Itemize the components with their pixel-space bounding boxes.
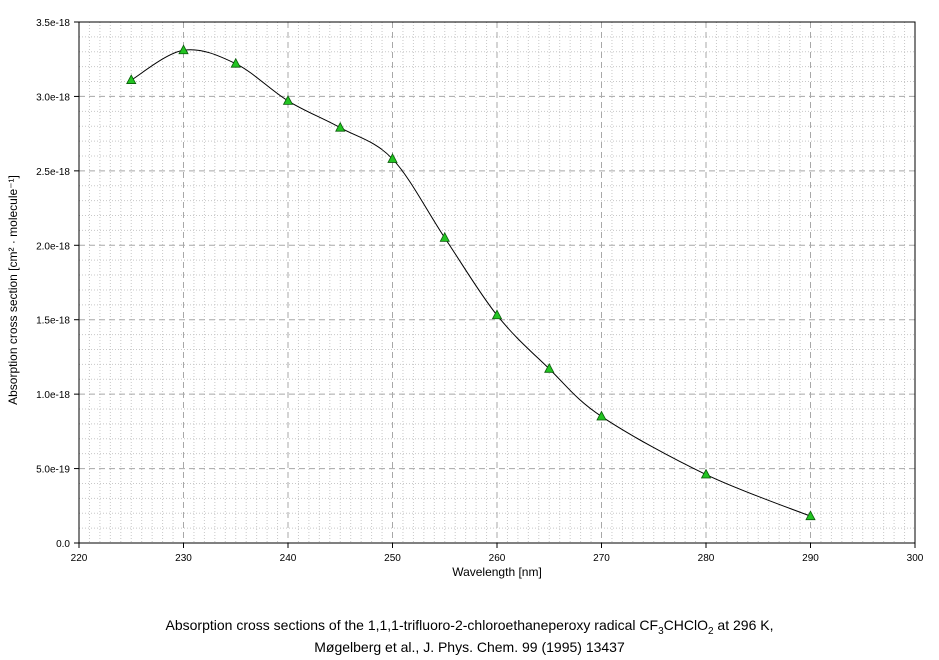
data-point-marker bbox=[282, 95, 294, 105]
data-point-marker bbox=[230, 57, 241, 68]
x-tick-label: 280 bbox=[698, 553, 715, 564]
data-point-marker bbox=[439, 231, 450, 242]
x-tick-label: 240 bbox=[280, 553, 297, 564]
y-tick-label: 3.0e-18 bbox=[36, 92, 70, 103]
x-tick-label: 290 bbox=[802, 553, 819, 564]
data-point-marker bbox=[126, 74, 137, 84]
absorption-chart: 220 230 240 250 260 270 280 290 300 0.0 5.0e-19 1.… bbox=[6, 18, 924, 579]
data-point-marker bbox=[491, 309, 503, 320]
caption-line-2: Møgelberg et al., J. Phys. Chem. 99 (199… bbox=[314, 639, 625, 655]
major-gridlines bbox=[79, 22, 915, 543]
y-axis-ticks: 0.0 5.0e-19 1.0e-18 1.5e-18 2.0e-18 2.5e-18 3.… bbox=[36, 18, 79, 550]
x-tick-label: 230 bbox=[175, 553, 192, 564]
y-tick-label: 5.0e-19 bbox=[36, 465, 70, 476]
data-point-marker bbox=[387, 153, 398, 163]
y-axis-label: Absorption cross section [cm² · molecule… bbox=[6, 175, 20, 405]
y-tick-label: 1.0e-18 bbox=[36, 390, 70, 401]
minor-gridlines bbox=[79, 22, 915, 543]
data-point-marker bbox=[700, 468, 712, 479]
caption-text-a: Absorption cross sections of the 1,1,1-t… bbox=[165, 617, 659, 633]
data-point-marker bbox=[596, 410, 607, 421]
series-line bbox=[131, 49, 811, 517]
series-markers bbox=[126, 44, 816, 521]
caption-sub-1: 3 bbox=[658, 625, 664, 637]
caption-text-b: CHClO bbox=[663, 617, 708, 633]
data-point-marker bbox=[178, 44, 189, 55]
caption-line-1: Absorption cross sections of the 1,1,1-t… bbox=[0, 617, 939, 637]
caption-text-c: at 296 K, bbox=[713, 617, 774, 633]
y-tick-label: 3.5e-18 bbox=[36, 18, 70, 29]
x-tick-label: 260 bbox=[489, 553, 506, 564]
caption-sub-2: 2 bbox=[707, 625, 714, 637]
x-tick-label: 300 bbox=[907, 553, 924, 564]
data-point-marker bbox=[335, 121, 346, 132]
x-tick-label: 270 bbox=[593, 553, 610, 564]
data-point-marker bbox=[544, 362, 555, 373]
x-axis-ticks: 220 230 240 250 260 270 280 290 300 bbox=[71, 543, 924, 564]
y-tick-label: 0.0 bbox=[56, 539, 70, 550]
y-tick-label: 2.5e-18 bbox=[36, 167, 70, 178]
x-tick-label: 250 bbox=[384, 553, 401, 564]
y-tick-label: 2.0e-18 bbox=[36, 241, 70, 252]
x-axis-label: Wavelength [nm] bbox=[452, 565, 542, 579]
data-point-marker bbox=[805, 510, 816, 521]
y-tick-label: 1.5e-18 bbox=[36, 316, 70, 327]
x-tick-label: 220 bbox=[71, 553, 88, 564]
